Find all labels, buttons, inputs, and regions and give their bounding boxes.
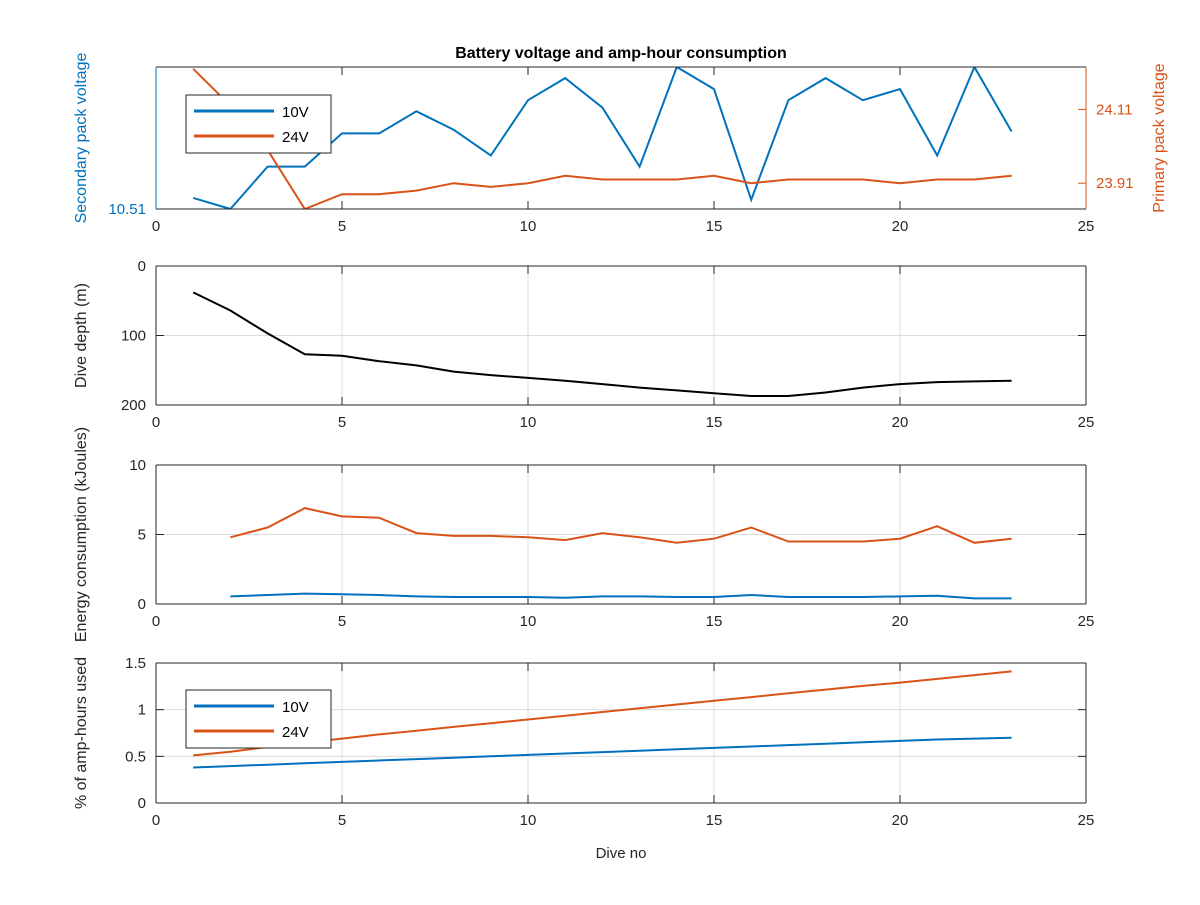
subplot-1: 0 5 10 15 20 25 10.51 23.91 24.11 Secondary pack … — [73, 53, 1168, 235]
legend-label-1: 10V — [282, 104, 309, 121]
series-line-1 — [193, 736, 1012, 769]
x-tick-label: 10 — [520, 218, 537, 235]
x-tick-label: 5 — [338, 613, 346, 630]
x-tick-label: 20 — [892, 613, 909, 630]
y-tick-label: 10.51 — [108, 201, 146, 218]
subplot-3: 0 5 10 15 20 25 0 5 10 Energy consumption (kJoule… — [73, 427, 1094, 642]
x-tick-label: 0 — [152, 414, 160, 431]
x-tick-label: 10 — [520, 812, 537, 829]
y-tick-label: 0 — [138, 596, 146, 613]
legend-label-2: 24V — [282, 724, 309, 741]
x-tick-label: 20 — [892, 812, 909, 829]
x-tick-label: 25 — [1078, 218, 1095, 235]
chart-title: Battery voltage and amp-hour consumption — [455, 45, 787, 62]
x-tick-label: 0 — [152, 812, 160, 829]
x-tick-label: 0 — [152, 613, 160, 630]
x-tick-label: 25 — [1078, 414, 1095, 431]
x-tick-label: 0 — [152, 218, 160, 235]
y-tick-label: 1.5 — [125, 655, 146, 672]
y-tick-label: 5 — [138, 527, 146, 544]
y-axis-label: % of amp-hours used — [73, 657, 90, 809]
y-tick-label: 0 — [138, 795, 146, 812]
y-right-tick-label: 23.91 — [1096, 175, 1134, 192]
y-tick-label: 0 — [138, 258, 146, 275]
legend-box — [185, 94, 332, 154]
x-tick-label: 25 — [1078, 613, 1095, 630]
y-axis-label: Energy consumption (kJoules) — [73, 427, 90, 642]
x-axis-label: Dive no — [596, 845, 647, 862]
x-tick-label: 5 — [338, 414, 346, 431]
legend-label-1: 10V — [282, 699, 309, 716]
x-tick-label: 10 — [520, 613, 537, 630]
y-axis-label: Dive depth (m) — [73, 283, 90, 388]
legend-box — [185, 689, 332, 749]
y-axis-label: Secondary pack voltage — [73, 53, 90, 224]
y-tick-label: 100 — [121, 328, 146, 345]
series-line-1 — [230, 507, 1012, 544]
y-tick-label: 200 — [121, 397, 146, 414]
series-line-2 — [192, 68, 1012, 209]
x-tick-label: 5 — [338, 218, 346, 235]
y-right-axis-label: Primary pack voltage — [1151, 63, 1168, 212]
y-tick-label: 10 — [129, 457, 146, 474]
y-tick-label: 0.5 — [125, 748, 146, 765]
x-tick-label: 10 — [520, 414, 537, 431]
legend-label-2: 24V — [282, 129, 309, 146]
x-tick-label: 25 — [1078, 812, 1095, 829]
x-tick-label: 15 — [706, 812, 723, 829]
x-tick-label: 15 — [706, 613, 723, 630]
subplot-4: 0 5 10 15 20 25 0 0.5 1 1.5 % of amp-hours used Div… — [73, 655, 1094, 862]
x-tick-label: 20 — [892, 414, 909, 431]
x-tick-label: 5 — [338, 812, 346, 829]
x-tick-label: 15 — [706, 218, 723, 235]
y-right-tick-label: 24.11 — [1096, 101, 1132, 118]
series-line-1 — [192, 291, 1012, 397]
series-line-2 — [230, 592, 1012, 600]
y-tick-label: 1 — [138, 702, 146, 719]
x-tick-label: 15 — [706, 414, 723, 431]
x-tick-label: 20 — [892, 218, 909, 235]
subplot-2: 0 5 10 15 20 25 0 100 200 Dive depth (m) — [73, 258, 1094, 431]
